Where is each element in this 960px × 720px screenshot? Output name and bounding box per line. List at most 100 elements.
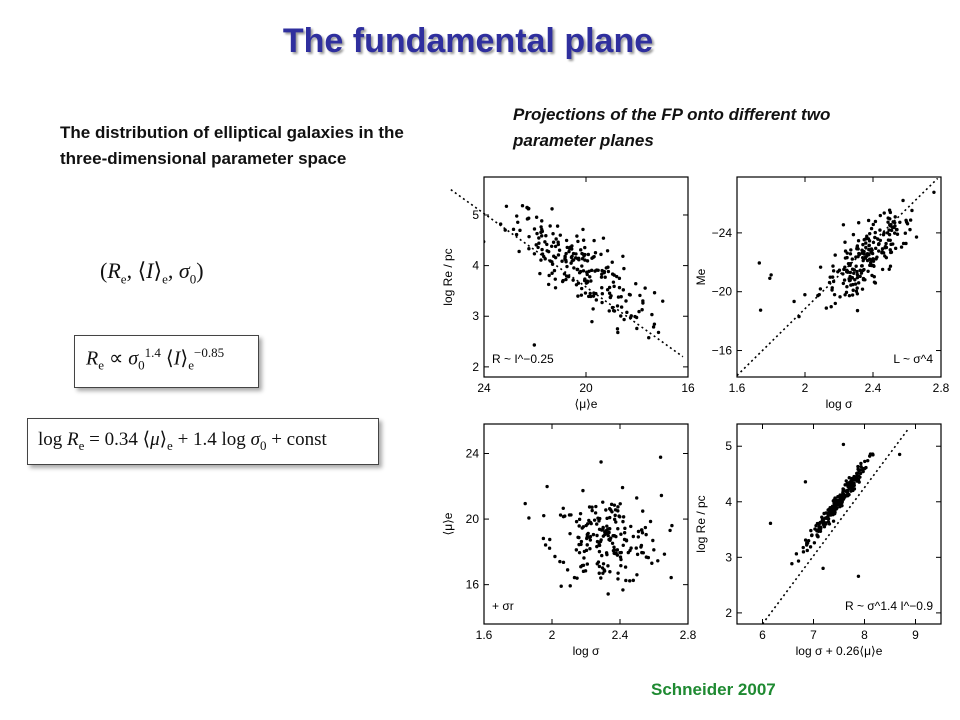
data-point <box>901 241 906 246</box>
data-point <box>869 250 873 254</box>
data-point <box>841 442 846 447</box>
data-point <box>571 258 576 262</box>
data-point <box>579 565 583 569</box>
data-point <box>845 488 850 493</box>
data-point <box>576 281 581 285</box>
log-relation-box <box>27 418 379 465</box>
data-point <box>516 220 520 225</box>
data-point <box>848 278 852 282</box>
data-point <box>613 513 617 518</box>
data-point <box>609 508 613 512</box>
data-point <box>577 524 581 528</box>
data-point <box>878 228 882 232</box>
data-point <box>855 269 859 274</box>
y-axis-label: log Re / pc <box>694 495 708 552</box>
data-point <box>639 528 644 532</box>
x-tick-label: 2 <box>549 628 556 642</box>
data-point <box>621 588 625 592</box>
data-point <box>504 204 509 208</box>
data-point <box>554 237 558 241</box>
data-point <box>818 520 823 525</box>
data-point <box>583 245 587 250</box>
data-point <box>861 466 865 471</box>
y-axis-label: ⟨μ⟩e <box>441 512 455 535</box>
data-point <box>517 249 521 254</box>
data-point <box>855 286 859 290</box>
data-point <box>769 273 773 277</box>
data-point <box>587 505 592 509</box>
data-point <box>543 257 547 261</box>
data-points <box>484 203 665 347</box>
data-point <box>847 480 852 485</box>
data-point <box>558 513 563 517</box>
data-point <box>607 291 612 295</box>
data-point <box>564 251 568 256</box>
data-point <box>616 295 621 299</box>
data-point <box>895 227 899 232</box>
scaling-relation-box <box>74 335 259 388</box>
data-point <box>503 228 507 232</box>
data-point <box>550 207 554 211</box>
data-point <box>595 533 599 538</box>
data-point <box>638 293 642 298</box>
data-point <box>582 254 586 258</box>
data-point <box>590 505 594 509</box>
data-point <box>585 536 589 541</box>
data-point <box>606 564 610 568</box>
scaling-relation-equation: Re ∝ σ01.4 ⟨I⟩e−0.85 <box>86 345 225 373</box>
data-point <box>873 230 877 235</box>
data-point <box>627 292 632 297</box>
data-point <box>553 277 557 281</box>
data-point <box>643 525 648 530</box>
data-point <box>595 522 599 526</box>
data-point <box>820 515 824 519</box>
x-tick-label: 2.8 <box>680 628 697 642</box>
data-points <box>523 455 674 596</box>
data-point <box>651 538 655 543</box>
data-point <box>595 539 600 544</box>
data-point <box>619 305 624 309</box>
data-point <box>574 252 578 256</box>
data-point <box>635 326 639 331</box>
data-point <box>888 264 893 268</box>
data-point <box>821 522 825 527</box>
data-point <box>871 263 876 268</box>
data-point <box>581 227 585 232</box>
x-tick-label: 16 <box>681 381 695 395</box>
data-point <box>864 237 868 241</box>
data-point <box>616 527 620 531</box>
data-point <box>532 227 537 231</box>
data-point <box>882 211 886 215</box>
data-point <box>856 467 860 471</box>
data-point <box>908 218 913 222</box>
data-point <box>577 535 581 540</box>
data-point <box>568 245 572 249</box>
y-tick-label: −16 <box>712 344 733 358</box>
data-point <box>891 220 895 224</box>
data-point <box>855 308 860 313</box>
data-point <box>893 246 898 251</box>
y-tick-label: 2 <box>472 360 479 374</box>
data-point <box>670 523 674 528</box>
data-point <box>555 224 560 228</box>
data-point <box>656 559 660 563</box>
data-point <box>551 232 555 236</box>
data-point <box>618 502 622 506</box>
data-point <box>600 553 604 558</box>
data-point <box>855 272 860 277</box>
data-point <box>641 509 645 513</box>
plot-frame <box>736 423 942 625</box>
data-point <box>540 247 544 252</box>
data-point <box>768 276 772 280</box>
data-point <box>547 273 551 278</box>
data-point <box>585 279 590 283</box>
data-point <box>828 275 832 279</box>
data-point <box>848 262 852 266</box>
data-point <box>886 220 890 224</box>
y-tick-label: 20 <box>466 512 480 526</box>
data-point <box>599 275 604 279</box>
data-point <box>600 272 604 276</box>
data-point <box>551 240 556 244</box>
data-point <box>572 575 577 580</box>
data-point <box>561 278 565 283</box>
